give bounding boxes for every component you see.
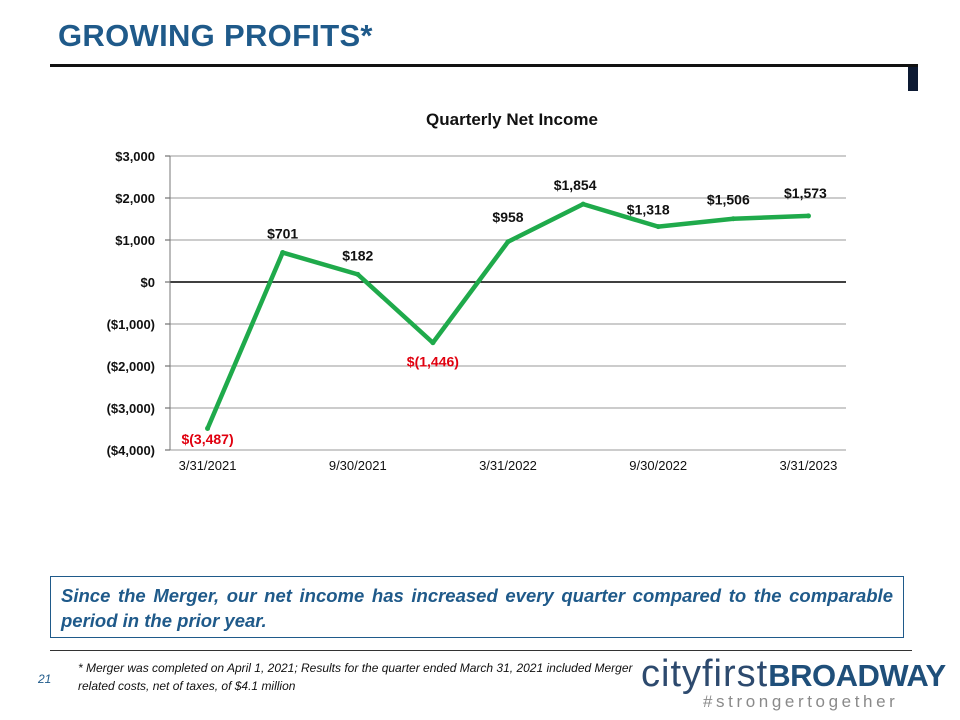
callout-box: Since the Merger, our net income has inc… (50, 576, 904, 638)
x-tick-label: 3/31/2023 (780, 458, 838, 473)
data-label: $1,318 (627, 202, 670, 218)
footer-divider (50, 650, 912, 651)
data-label: $(1,446) (407, 354, 459, 370)
data-point (580, 201, 586, 207)
data-point (355, 271, 361, 277)
data-point (205, 425, 211, 431)
logo-wordmark-city: cityfirst (641, 653, 769, 695)
chart-title: Quarterly Net Income (426, 110, 598, 129)
data-label: $1,854 (554, 177, 597, 193)
x-tick-label: 3/31/2021 (179, 458, 237, 473)
data-point (655, 224, 661, 230)
company-logo: cityfirstBROADWAY #strongertogether (641, 654, 946, 711)
logo-tagline: #strongertogether (703, 692, 899, 711)
data-point (805, 213, 811, 219)
y-tick-label: ($2,000) (107, 359, 155, 374)
y-tick-label: ($4,000) (107, 443, 155, 458)
y-tick-label: $2,000 (115, 191, 155, 206)
logo-wordmark: cityfirstBROADWAY (641, 654, 946, 696)
data-label: $958 (492, 209, 523, 225)
x-tick-label: 3/31/2022 (479, 458, 537, 473)
x-tick-label: 9/30/2021 (329, 458, 387, 473)
data-point (730, 216, 736, 222)
data-label: $182 (342, 247, 373, 263)
title-underline (50, 64, 918, 67)
data-label: $1,506 (707, 192, 750, 208)
slide-title: GROWING PROFITS* (58, 18, 373, 53)
y-tick-label: ($1,000) (107, 317, 155, 332)
x-tick-label: 9/30/2022 (629, 458, 687, 473)
data-label: $(3,487) (181, 431, 233, 447)
page-number: 21 (38, 672, 52, 686)
y-tick-label: ($3,000) (107, 401, 155, 416)
net-income-line-chart: Quarterly Net Income $3,000 $2,000 $1,000 $… (107, 110, 846, 473)
data-point (430, 340, 436, 346)
y-tick-label: $1,000 (115, 233, 155, 248)
title-accent-tab (908, 67, 918, 91)
data-label: $701 (267, 226, 298, 242)
logo-wordmark-broadway: BROADWAY (768, 658, 946, 693)
y-tick-label: $3,000 (115, 149, 155, 164)
data-point (505, 239, 511, 245)
y-tick-label: $0 (141, 275, 155, 290)
footnote: * Merger was completed on April 1, 2021;… (78, 661, 633, 693)
data-label: $1,573 (784, 185, 827, 201)
data-point (280, 250, 286, 256)
